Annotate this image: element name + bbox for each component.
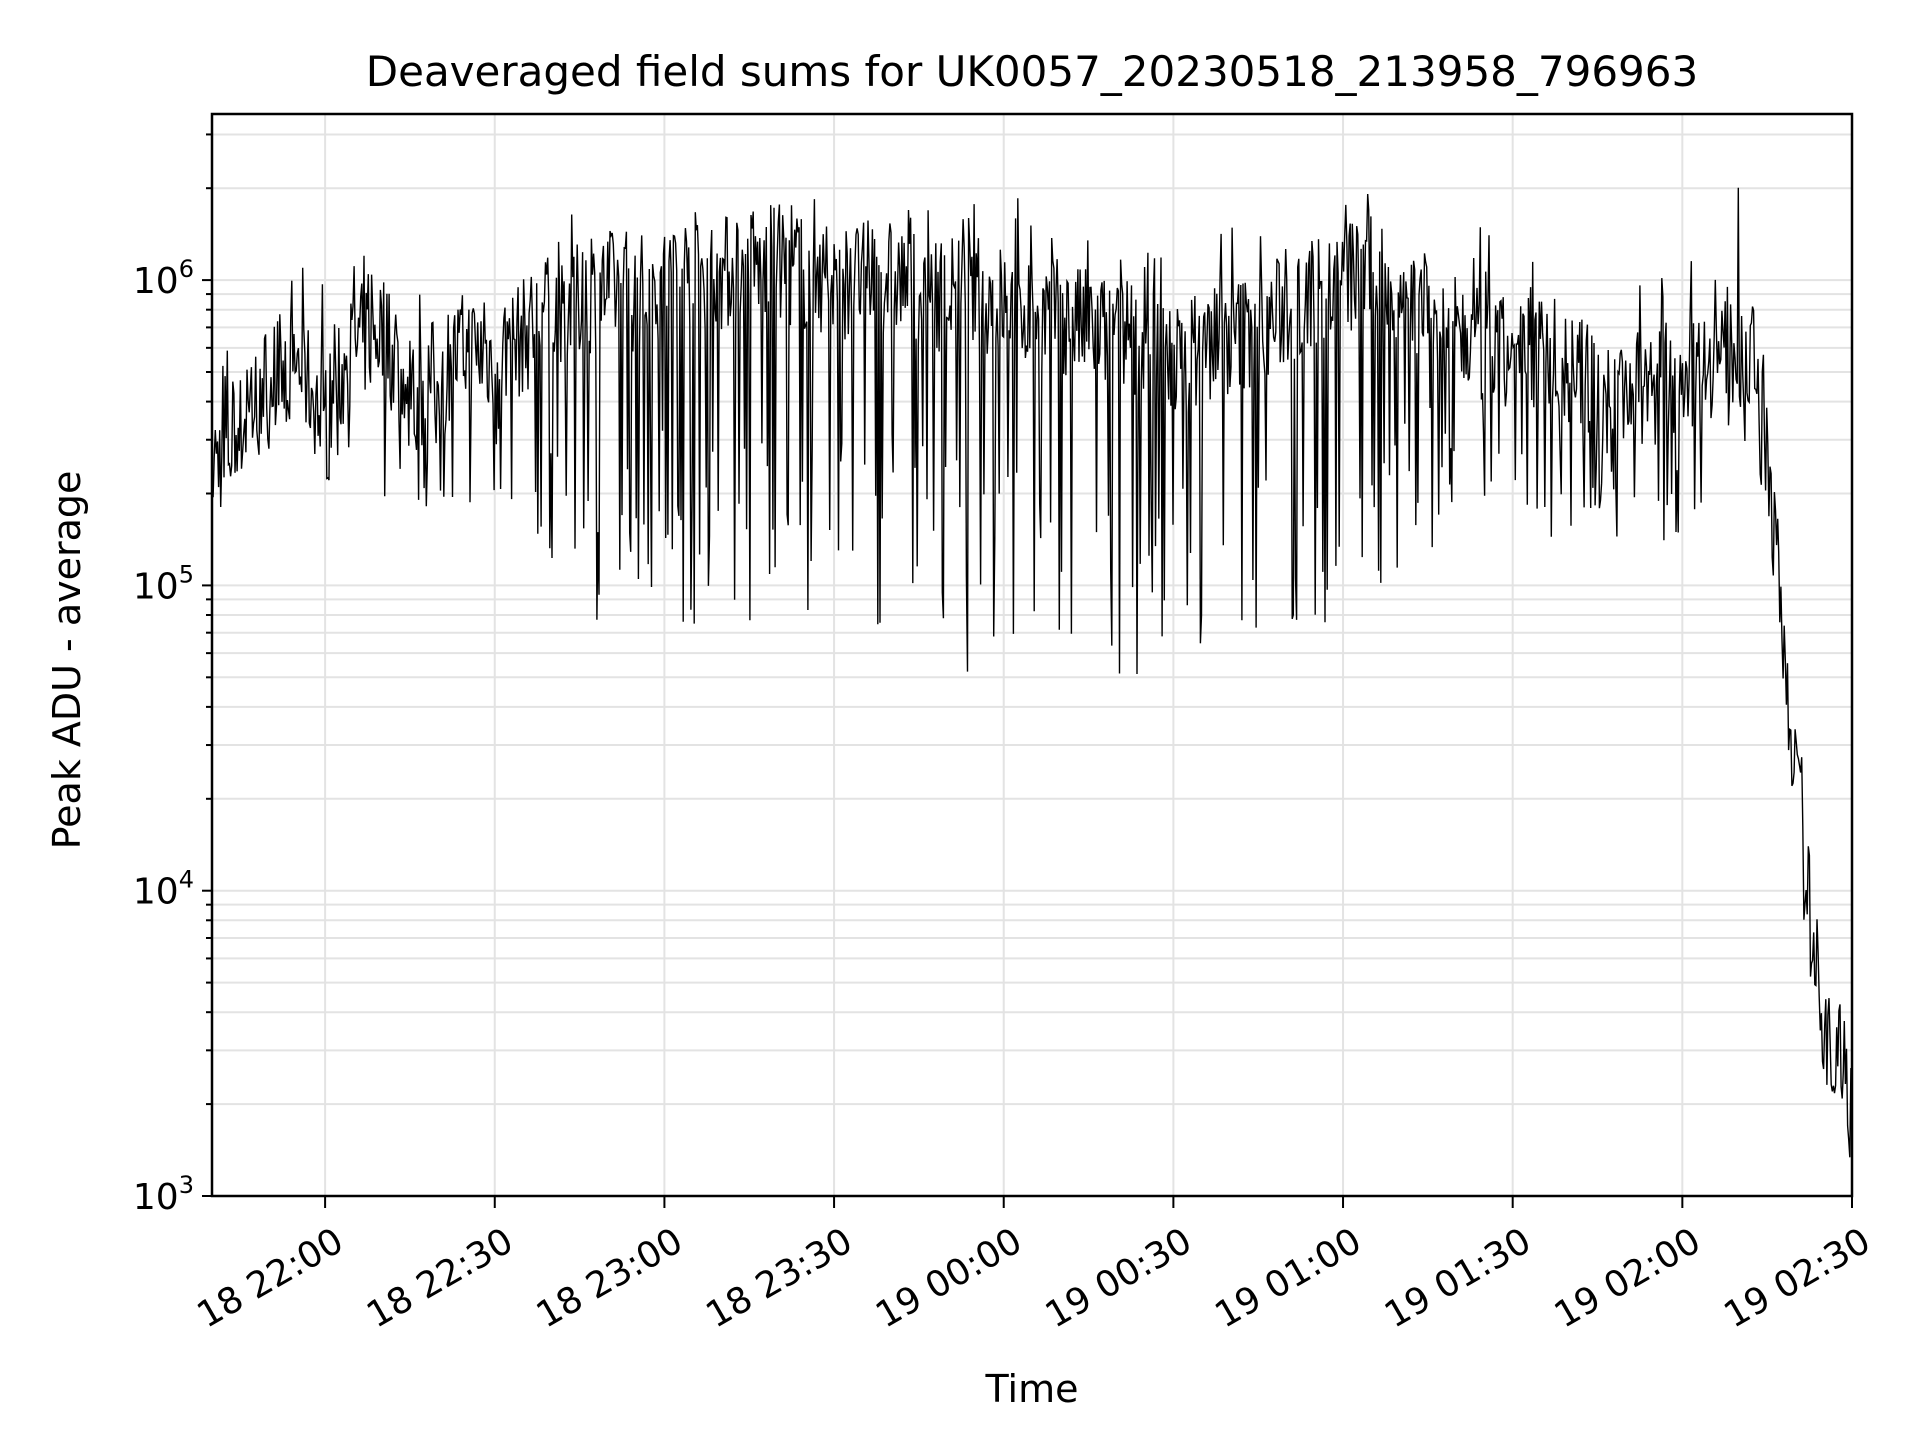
series-line-path	[211, 187, 1853, 1169]
x-axis-label: Time	[985, 1367, 1079, 1411]
y-tick-label: 106	[133, 255, 194, 302]
x-tick-label: 19 01:00	[1208, 1220, 1368, 1336]
y-axis-label: Peak ADU - average	[45, 471, 89, 850]
x-tick-label: 19 00:00	[869, 1220, 1029, 1336]
x-tick-label: 18 23:30	[699, 1220, 859, 1336]
chart-title: Deaveraged field sums for UK0057_2023051…	[366, 47, 1698, 96]
x-tick-label: 19 01:30	[1378, 1220, 1538, 1336]
x-tick-label: 18 23:00	[530, 1220, 690, 1336]
x-tick-label: 19 02:30	[1717, 1220, 1877, 1336]
x-tick-label: 19 00:30	[1039, 1220, 1199, 1336]
y-tick-label: 105	[133, 560, 194, 607]
series-line	[211, 187, 1853, 1169]
x-tick-label: 18 22:30	[360, 1220, 520, 1336]
plot-frame	[210, 112, 1854, 1198]
grid-lines	[212, 114, 1853, 1197]
y-tick-label: 103	[133, 1171, 194, 1218]
y-tick-label: 104	[133, 866, 194, 913]
x-tick-label: 18 22:00	[190, 1220, 350, 1336]
x-tick-label: 19 02:00	[1548, 1220, 1708, 1336]
